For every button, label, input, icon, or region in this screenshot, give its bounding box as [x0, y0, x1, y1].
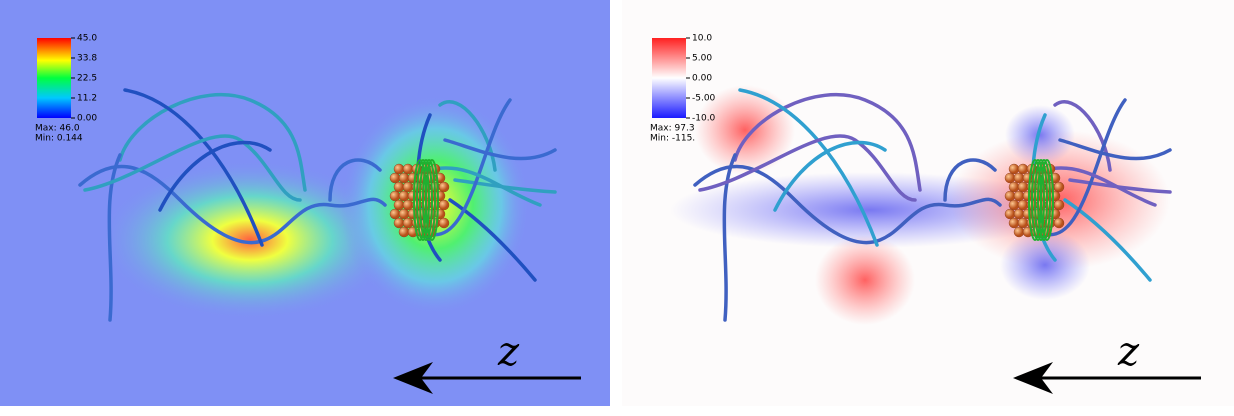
streamline — [83, 134, 302, 202]
particle — [438, 199, 450, 211]
particle — [402, 181, 414, 193]
max-label: Max: 97.3 — [650, 124, 695, 134]
particle — [393, 181, 405, 193]
particle — [393, 199, 405, 211]
particle — [389, 172, 401, 184]
max-label: Max: 46.0 — [35, 124, 80, 134]
streamline — [693, 164, 1002, 245]
particle — [1013, 208, 1025, 220]
particle — [1008, 163, 1020, 175]
streamline — [698, 134, 917, 202]
streamline — [107, 153, 122, 322]
streamline — [722, 153, 737, 322]
streamline — [1058, 138, 1172, 161]
field-blob — [1000, 230, 1090, 300]
particle — [1022, 172, 1034, 184]
particle — [1013, 190, 1025, 202]
particle — [1017, 217, 1029, 229]
particle — [438, 217, 450, 229]
particle — [393, 163, 405, 175]
colorbar-label: 0.00 — [692, 74, 712, 84]
particle — [1008, 199, 1020, 211]
particle — [1017, 181, 1029, 193]
particle — [1013, 226, 1025, 238]
particle — [393, 217, 405, 229]
coil — [422, 159, 436, 241]
particle — [402, 163, 414, 175]
streamline — [943, 158, 997, 202]
particle — [1053, 199, 1065, 211]
colorbar-label: 45.0 — [77, 34, 97, 44]
particle — [1004, 208, 1016, 220]
particle — [389, 208, 401, 220]
field-blob — [695, 85, 795, 175]
coil — [1034, 159, 1048, 241]
streamline — [158, 140, 272, 212]
coil — [425, 159, 439, 241]
field-blob — [815, 235, 915, 325]
colorbar-label: 33.8 — [77, 54, 97, 64]
colorbar-label: 11.2 — [77, 94, 97, 104]
axis-label: z — [497, 329, 520, 375]
particle — [1008, 217, 1020, 229]
streamline — [1033, 98, 1127, 237]
field-blob — [1005, 105, 1075, 165]
colorbar-label: 10.0 — [692, 34, 712, 44]
streamline — [1043, 166, 1157, 207]
particle — [398, 226, 410, 238]
particle — [1004, 190, 1016, 202]
streamline — [448, 198, 537, 282]
streamline — [733, 93, 922, 192]
particle — [1053, 217, 1065, 229]
particle — [1017, 163, 1029, 175]
min-label: Min: 0.144 — [35, 134, 83, 144]
streamline — [428, 166, 542, 207]
particle — [389, 190, 401, 202]
particle — [402, 199, 414, 211]
particle — [1008, 181, 1020, 193]
coil — [1031, 159, 1045, 241]
particle — [1049, 190, 1061, 202]
particle — [1053, 181, 1065, 193]
particle — [398, 172, 410, 184]
axis-label: z — [1117, 329, 1140, 375]
colorbar-label: 22.5 — [77, 74, 97, 84]
particle — [434, 190, 446, 202]
coil — [419, 159, 433, 241]
streamline — [438, 100, 497, 172]
particle — [407, 172, 419, 184]
particle — [1013, 172, 1025, 184]
streamline — [328, 158, 382, 202]
colorbar-label: -5.00 — [692, 94, 716, 104]
coil — [1037, 159, 1051, 241]
streamline — [118, 93, 307, 192]
field-glow — [100, 160, 400, 320]
streamline — [78, 164, 387, 245]
streamline — [418, 98, 512, 237]
particle — [438, 181, 450, 193]
colorbar — [37, 38, 71, 118]
streamline — [1053, 100, 1112, 172]
particle — [1004, 172, 1016, 184]
arrow-head — [1013, 362, 1053, 394]
coil — [1040, 159, 1054, 241]
colorbar — [652, 38, 686, 118]
colorbar-label: 0.00 — [77, 114, 97, 124]
arrow-head — [393, 362, 433, 394]
particle — [402, 217, 414, 229]
particle — [398, 208, 410, 220]
coil — [416, 159, 430, 241]
colorbar-label: -10.0 — [692, 114, 716, 124]
min-label: Min: -115. — [650, 134, 695, 144]
streamline — [1063, 198, 1152, 282]
particle — [1017, 199, 1029, 211]
streamline — [443, 138, 557, 161]
colorbar-label: 5.00 — [692, 54, 712, 64]
streamline — [773, 140, 887, 212]
particle — [398, 190, 410, 202]
